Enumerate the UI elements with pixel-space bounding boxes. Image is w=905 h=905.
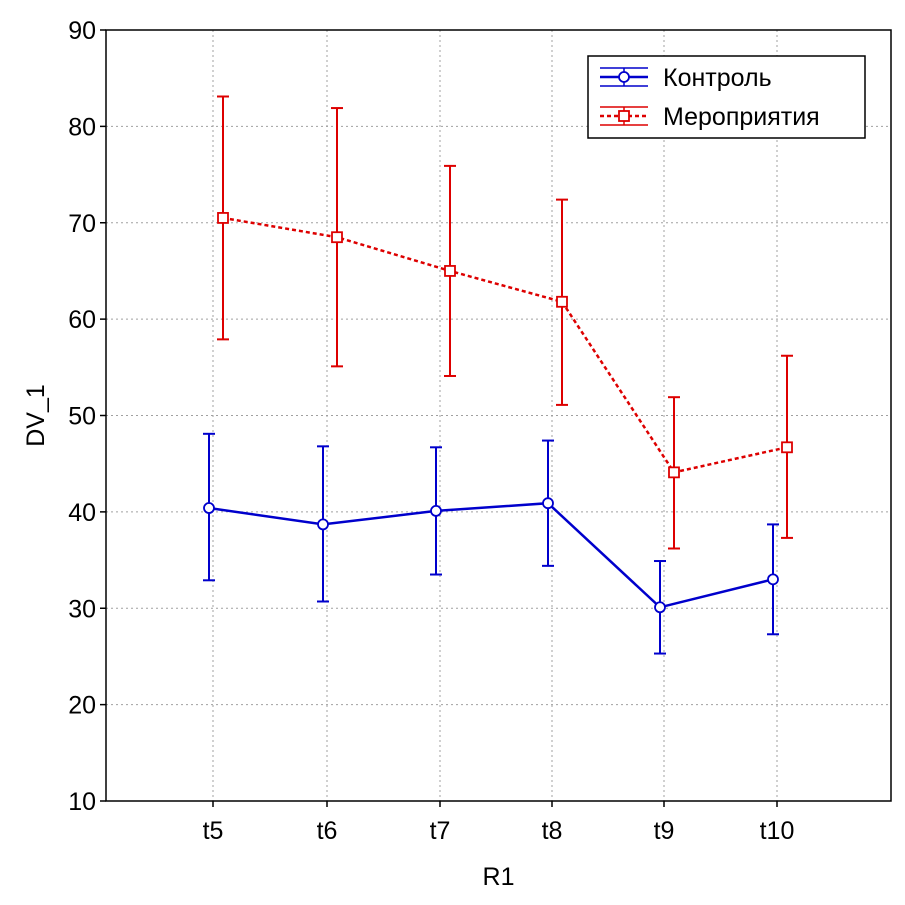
y-axis: 10 20 30 40 50 60 70 80 90 [68,17,106,816]
legend-item: Контроль [600,64,772,92]
x-tick-label: t9 [654,817,675,845]
x-tick-label: t7 [430,817,451,845]
data-point [430,505,442,517]
data-point [217,212,229,224]
legend-label: Мероприятия [663,103,820,131]
data-point [444,265,456,277]
x-tick-label: t5 [203,817,224,845]
series-line [208,501,774,609]
legend-marker [618,71,630,83]
y-tick-label: 70 [68,210,96,238]
data-point [317,518,329,531]
y-tick-label: 50 [68,403,96,431]
legend-item: Мероприятия [600,103,820,131]
x-tick-label: t6 [317,817,338,845]
y-tick-label: 10 [68,788,96,816]
x-tick-label: t8 [542,817,563,845]
x-axis-title: R1 [483,863,515,891]
data-point [654,601,666,614]
x-tick-label: t10 [760,817,795,845]
series-1 [217,95,793,550]
series-0 [203,432,779,655]
x-axis: t5 t6 t7 t8 t9 t10 [203,801,795,845]
y-tick-label: 30 [68,595,96,623]
y-tick-label: 90 [68,17,96,45]
data-point [767,573,779,586]
data-point [203,502,215,514]
y-tick-label: 20 [68,692,96,720]
legend-marker [618,110,630,122]
data-point [668,466,680,479]
y-tick-label: 40 [68,499,96,527]
data-point [781,441,793,454]
data-point [331,231,343,244]
series-layer [203,95,793,655]
y-tick-label: 60 [68,306,96,334]
data-point [556,295,568,308]
legend: Контроль Мероприятия [587,55,866,139]
y-tick-label: 80 [68,113,96,141]
y-axis-title: DV_1 [22,384,50,447]
legend-label: Контроль [663,64,772,92]
data-point [542,497,554,510]
